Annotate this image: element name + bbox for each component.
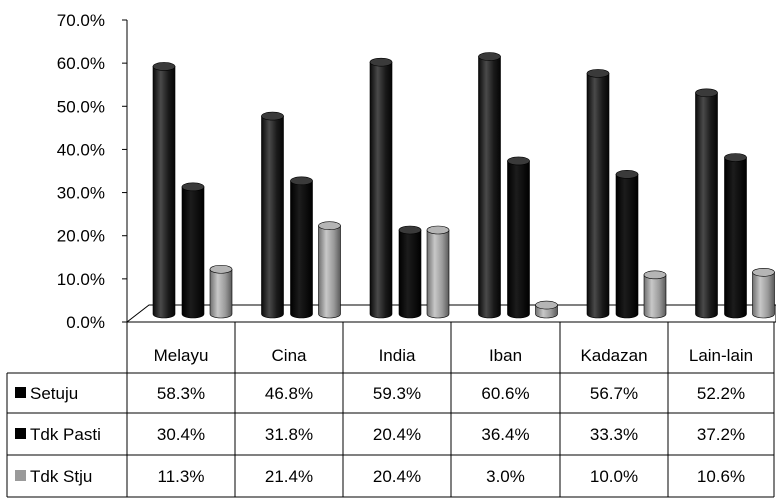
legend-key — [15, 387, 26, 398]
bar-top — [586, 69, 610, 78]
bar-body — [724, 157, 747, 319]
bar-top — [426, 225, 450, 235]
legend-label: Tdk Stju — [30, 467, 92, 486]
bar — [290, 176, 313, 319]
bars — [152, 52, 775, 319]
data-cell: 36.4% — [481, 425, 529, 444]
y-tick-label: 20.0% — [57, 227, 105, 246]
bar-body — [209, 268, 233, 319]
data-cell: 20.4% — [373, 425, 421, 444]
y-tick-label: 40.0% — [57, 140, 105, 159]
bar-body — [426, 229, 450, 319]
category-label: Melayu — [154, 346, 209, 365]
bar-top — [181, 182, 205, 192]
y-tick-label: 70.0% — [57, 11, 105, 30]
data-cell: 20.4% — [373, 467, 421, 486]
data-cell: 21.4% — [265, 467, 313, 486]
bar — [426, 225, 450, 319]
bar-body — [290, 180, 313, 319]
bar — [643, 270, 667, 319]
category-label: Cina — [272, 346, 308, 365]
data-cell: 52.2% — [697, 384, 745, 403]
y-tick-label: 10.0% — [57, 270, 105, 289]
data-cell: 11.3% — [158, 467, 205, 486]
data-table: Melayu Cina India Iban Kadazan Lain-lain Setuj… — [6, 321, 775, 498]
category-label: India — [379, 346, 416, 365]
legend-key — [15, 428, 26, 439]
bar — [535, 300, 558, 319]
data-cell: 30.4% — [157, 425, 205, 444]
legend-key — [15, 470, 26, 481]
bar — [152, 62, 176, 319]
y-tick-label: 0.0% — [66, 313, 105, 332]
bar — [724, 153, 747, 319]
bar-body — [398, 229, 422, 319]
bar-top — [507, 156, 530, 166]
data-cell: 10.0% — [590, 467, 638, 486]
bar-top — [724, 153, 747, 162]
bar — [398, 225, 422, 319]
bar — [586, 69, 610, 319]
bar-top — [695, 88, 718, 98]
data-cell: 46.8% — [265, 384, 313, 403]
category-label: Iban — [489, 346, 522, 365]
data-cell: 58.3% — [157, 384, 205, 403]
bar — [261, 111, 284, 319]
bar-body — [181, 186, 205, 319]
bar — [369, 57, 393, 319]
bar — [507, 156, 530, 319]
bar-top — [152, 62, 176, 71]
y-tick-label: 60.0% — [57, 54, 105, 73]
bar-top — [643, 270, 667, 280]
bar-body — [318, 225, 341, 319]
bar — [181, 182, 205, 319]
bar — [209, 264, 233, 319]
data-cell: 60.6% — [481, 384, 529, 403]
bar — [478, 52, 501, 319]
bar — [752, 267, 775, 319]
data-cell: 10.6% — [697, 467, 745, 486]
category-label: Lain-lain — [689, 346, 753, 365]
bar — [695, 88, 718, 319]
data-cell: 31.8% — [265, 425, 313, 444]
bar — [318, 221, 341, 319]
bar-body — [752, 271, 775, 319]
bar-body — [507, 160, 530, 319]
bar-body — [152, 66, 176, 319]
bar-body — [643, 274, 667, 319]
bar-top — [318, 221, 341, 230]
y-tick-label: 30.0% — [57, 184, 105, 203]
bar-top — [615, 170, 639, 179]
y-axis: 0.0% 10.0% 20.0% 30.0% 40.0% 50.0% 60.0% 70.0% — [57, 11, 128, 332]
bar-body — [695, 92, 718, 319]
legend-label: Tdk Pasti — [30, 425, 101, 444]
data-cell: 56.7% — [590, 384, 638, 403]
bar-top — [478, 52, 501, 61]
data-cell: 59.3% — [373, 384, 421, 403]
bar — [615, 170, 639, 319]
data-cell: 3.0% — [486, 467, 525, 486]
bar-top — [752, 267, 775, 277]
bar-body — [615, 174, 639, 319]
bar-top — [535, 300, 558, 310]
bar-body — [478, 56, 501, 319]
bar-top — [290, 176, 313, 186]
data-cell: 37.2% — [697, 425, 745, 444]
bar-top — [209, 264, 233, 274]
legend-label: Setuju — [30, 384, 78, 403]
bar-top — [261, 111, 284, 121]
bar-top — [369, 57, 393, 67]
bar-body — [261, 115, 284, 319]
bar-body — [586, 73, 610, 319]
y-tick-label: 50.0% — [57, 97, 105, 116]
bar-body — [369, 61, 393, 319]
data-cell: 33.3% — [590, 425, 638, 444]
category-label: Kadazan — [580, 346, 647, 365]
bar-top — [398, 225, 422, 235]
